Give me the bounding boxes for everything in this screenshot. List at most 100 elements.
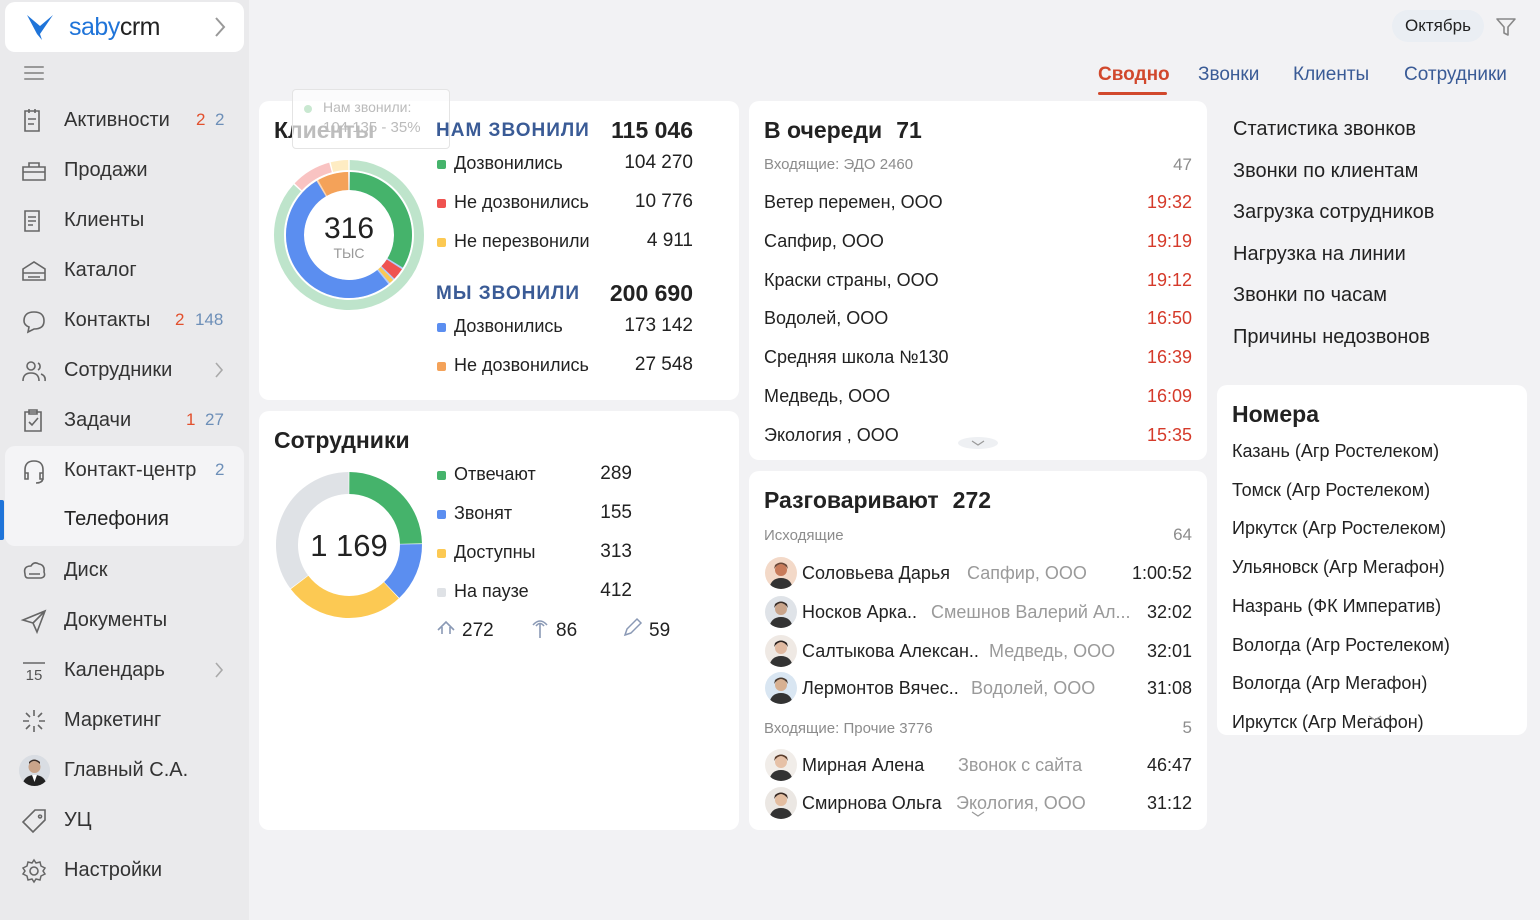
legend-swatch xyxy=(437,549,446,558)
contacts-icon xyxy=(23,311,45,334)
chevron-right-icon[interactable] xyxy=(214,361,224,379)
sidebar-item-label: Документы xyxy=(64,608,168,631)
sidebar-item-15[interactable]: Настройки xyxy=(0,845,249,895)
period-selector[interactable]: Октябрь xyxy=(1392,10,1484,42)
employees-segment-4[interactable] xyxy=(276,472,350,589)
employee-name[interactable]: Носков Арка.. xyxy=(802,602,917,622)
sidebar-item-label: Контакты xyxy=(64,308,151,331)
filter-icon[interactable] xyxy=(1494,15,1518,39)
sidebar-item-12[interactable]: Маркетинг xyxy=(0,695,249,745)
phone-number-item[interactable]: Назрань (ФК Императив) xyxy=(1232,595,1442,616)
legend-value: 104 270 xyxy=(624,152,693,173)
sidebar-item-9[interactable]: Диск xyxy=(0,545,249,595)
clients-donut-chart[interactable] xyxy=(269,155,429,315)
menu-icon[interactable] xyxy=(24,66,44,80)
sidebar-item-1[interactable]: Активности 2 2 xyxy=(0,95,249,145)
phone-number-item[interactable]: Вологда (Агр Ростелеком) xyxy=(1232,634,1450,655)
clients-center-unit: тыс xyxy=(333,245,365,261)
clients-incoming-segment-3[interactable] xyxy=(330,160,349,173)
logo-text: sabycrm xyxy=(69,13,160,41)
phone-number-item[interactable]: Иркутск (Агр Мегафон) xyxy=(1232,711,1424,732)
employee-name[interactable]: Мирная Алена xyxy=(802,755,925,775)
employee-name[interactable]: Соловьева Дарья xyxy=(802,563,950,583)
queue-card xyxy=(749,101,1207,460)
talking-title: Разговаривают 272 xyxy=(764,487,992,513)
clients-highlight-2[interactable] xyxy=(381,259,402,279)
avatar[interactable] xyxy=(765,557,797,589)
logo-switcher[interactable]: sabycrm xyxy=(5,2,244,52)
report-link[interactable]: Статистика звонков xyxy=(1233,118,1417,140)
phone-number-item[interactable]: Вологда (Агр Мегафон) xyxy=(1232,673,1428,694)
report-link[interactable]: Загрузка сотрудников xyxy=(1233,201,1435,224)
queue-client-name[interactable]: Краски страны, ООО xyxy=(764,269,939,290)
employee-name[interactable]: Лермонтов Вячес.. xyxy=(802,678,959,698)
employees-segment-1[interactable] xyxy=(348,472,422,545)
clients-highlight-1[interactable] xyxy=(349,172,412,268)
queue-client-name[interactable]: Средняя школа №130 xyxy=(764,347,949,368)
tab-calls[interactable]: Звонки xyxy=(1198,64,1260,85)
report-link[interactable]: Причины недозвонов xyxy=(1233,326,1431,348)
phone-number-item[interactable]: Казань (Агр Ростелеком) xyxy=(1232,441,1440,461)
queue-client-name[interactable]: Медведь, ООО xyxy=(764,386,891,406)
report-link[interactable]: Нагрузка на линии xyxy=(1233,242,1406,265)
legend-swatch xyxy=(437,510,446,519)
numbers-expand-icon[interactable] xyxy=(1355,712,1395,724)
clients-outgoing-main-2[interactable] xyxy=(318,172,349,196)
talking-card xyxy=(749,471,1207,830)
sidebar-item-2[interactable]: Продажи xyxy=(0,145,249,195)
avatar[interactable] xyxy=(765,749,797,781)
legend-swatch xyxy=(437,362,446,371)
avatar[interactable] xyxy=(765,635,797,667)
legend-label: Отвечают xyxy=(454,464,536,484)
employees-segment-2[interactable] xyxy=(383,543,422,598)
sidebar-item-14[interactable]: УЦ xyxy=(0,795,249,845)
legend-swatch xyxy=(437,323,446,332)
avatar xyxy=(19,755,50,786)
chevron-right-icon[interactable] xyxy=(214,16,226,38)
sidebar-item-3[interactable]: Клиенты xyxy=(0,195,249,245)
sidebar-item-10[interactable]: Документы xyxy=(0,595,249,645)
count-unread-badge: 2 xyxy=(175,310,185,329)
queue-wait-time: 16:50 xyxy=(1146,308,1192,329)
call-counterparty: Водолей, ООО xyxy=(971,678,1096,698)
sidebar-item-4[interactable]: Каталог xyxy=(0,245,249,295)
queue-client-name[interactable]: Водолей, ООО xyxy=(764,308,889,329)
phone-number-item[interactable]: Иркутск (Агр Ростелеком) xyxy=(1232,518,1447,539)
talking-expand-icon[interactable] xyxy=(958,808,998,820)
legend-label: Дозвонились xyxy=(454,153,563,173)
employee-name[interactable]: Смирнова Ольга xyxy=(802,793,942,813)
avatar[interactable] xyxy=(765,672,797,704)
avatar[interactable] xyxy=(765,596,797,628)
queue-client-name[interactable]: Сапфир, ООО xyxy=(764,230,884,251)
phone-number-item[interactable]: Ульяновск (Агр Мегафон) xyxy=(1232,557,1445,578)
sidebar-item-5[interactable]: Контакты 2 148 xyxy=(0,295,249,345)
sidebar-item-7[interactable]: Задачи 1 27 xyxy=(0,395,249,445)
queue-client-name[interactable]: Экология , ООО xyxy=(764,424,899,445)
clients-highlight-3[interactable] xyxy=(378,267,394,283)
sidebar-item-6[interactable]: Сотрудники xyxy=(0,345,249,395)
tab-summary[interactable]: Сводно xyxy=(1098,64,1170,85)
tab-clients[interactable]: Клиенты xyxy=(1293,64,1370,85)
outgoing-caption: МЫ ЗВОНИЛИ xyxy=(436,283,581,304)
sidebar-item-11[interactable]: 15 Календарь xyxy=(0,645,249,695)
clients-incoming-segment-2[interactable] xyxy=(294,162,333,191)
chevron-right-icon[interactable] xyxy=(214,661,224,679)
phone-number-item[interactable]: Томск (Агр Ростелеком) xyxy=(1232,479,1431,500)
employee-name[interactable]: Салтыкова Алексан.. xyxy=(802,641,979,661)
legend-label: Не дозвонились xyxy=(454,355,589,375)
queue-expand-icon[interactable] xyxy=(958,437,998,449)
employees-segment-3[interactable] xyxy=(290,575,399,618)
avatar[interactable] xyxy=(765,787,797,819)
employees-donut-chart[interactable] xyxy=(269,465,429,625)
sidebar-item-13[interactable]: Главный С.А. xyxy=(0,745,249,795)
nav-sub-telephony[interactable]: Телефония xyxy=(64,508,169,530)
queue-subheader: Входящие: ЭДО 2460 xyxy=(764,156,914,173)
report-link[interactable]: Звонки по клиентам xyxy=(1233,159,1419,182)
clients-incoming-segment-1[interactable] xyxy=(274,160,424,310)
queue-client-name[interactable]: Ветер перемен, ООО xyxy=(764,192,943,212)
tab-employees[interactable]: Сотрудники xyxy=(1404,64,1507,85)
report-link[interactable]: Звонки по часам xyxy=(1233,284,1388,307)
sidebar-item-8[interactable]: Контакт-центр 2 xyxy=(0,445,249,495)
sidebar-item-label: УЦ xyxy=(64,808,92,831)
clients-outgoing-main-1[interactable] xyxy=(286,181,389,298)
